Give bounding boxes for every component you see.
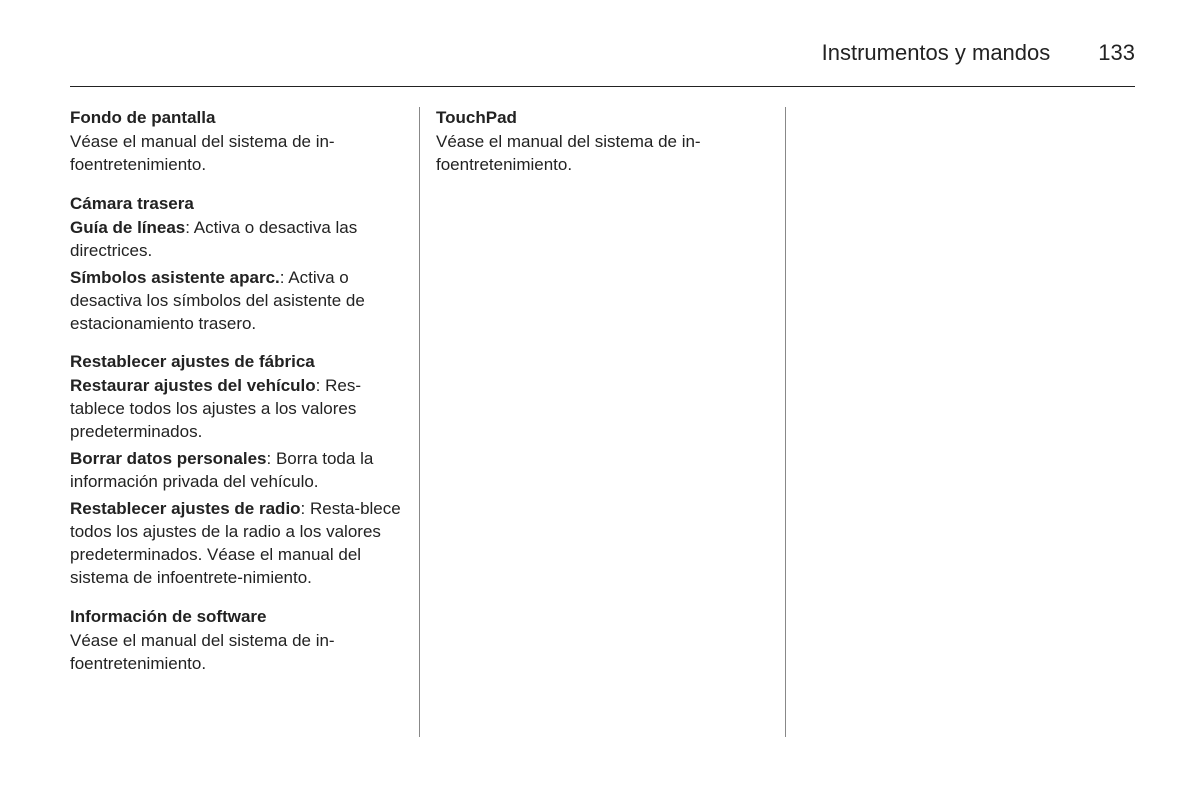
body-text: Borrar datos personales: Borra toda la i… <box>70 448 403 494</box>
item-label: Borrar datos personales <box>70 449 267 468</box>
section-touchpad: TouchPad Véase el manual del sistema de … <box>436 107 769 177</box>
item-label: Restaurar ajustes del vehículo <box>70 376 316 395</box>
page-number: 133 <box>1098 40 1135 66</box>
column-1: Fondo de pantalla Véase el manual del si… <box>70 107 419 737</box>
section-restablecer-fabrica: Restablecer ajustes de fábrica Restaurar… <box>70 351 403 589</box>
chapter-title: Instrumentos y mandos <box>822 40 1051 66</box>
body-text: Véase el manual del sistema de in‐foentr… <box>70 630 403 676</box>
content-columns: Fondo de pantalla Véase el manual del si… <box>70 107 1135 737</box>
section-camara-trasera: Cámara trasera Guía de líneas: Activa o … <box>70 193 403 336</box>
column-3 <box>785 107 1135 737</box>
section-fondo-pantalla: Fondo de pantalla Véase el manual del si… <box>70 107 403 177</box>
section-title: Información de software <box>70 606 403 629</box>
section-title: TouchPad <box>436 107 769 130</box>
section-title: Fondo de pantalla <box>70 107 403 130</box>
item-label: Restablecer ajustes de radio <box>70 499 301 518</box>
section-title: Restablecer ajustes de fábrica <box>70 351 403 374</box>
body-text: Véase el manual del sistema de in‐foentr… <box>436 131 769 177</box>
item-label: Guía de líneas <box>70 218 185 237</box>
page: Instrumentos y mandos 133 Fondo de panta… <box>0 0 1200 777</box>
body-text: Restablecer ajustes de radio: Resta‐blec… <box>70 498 403 590</box>
section-title: Cámara trasera <box>70 193 403 216</box>
body-text: Véase el manual del sistema de in‐foentr… <box>70 131 403 177</box>
item-label: Símbolos asistente aparc. <box>70 268 280 287</box>
section-info-software: Información de software Véase el manual … <box>70 606 403 676</box>
body-text: Guía de líneas: Activa o desactiva las d… <box>70 217 403 263</box>
column-2: TouchPad Véase el manual del sistema de … <box>419 107 785 737</box>
page-header: Instrumentos y mandos 133 <box>70 40 1135 87</box>
body-text: Restaurar ajustes del vehículo: Res‐tabl… <box>70 375 403 444</box>
body-text: Símbolos asistente aparc.: Activa o desa… <box>70 267 403 336</box>
